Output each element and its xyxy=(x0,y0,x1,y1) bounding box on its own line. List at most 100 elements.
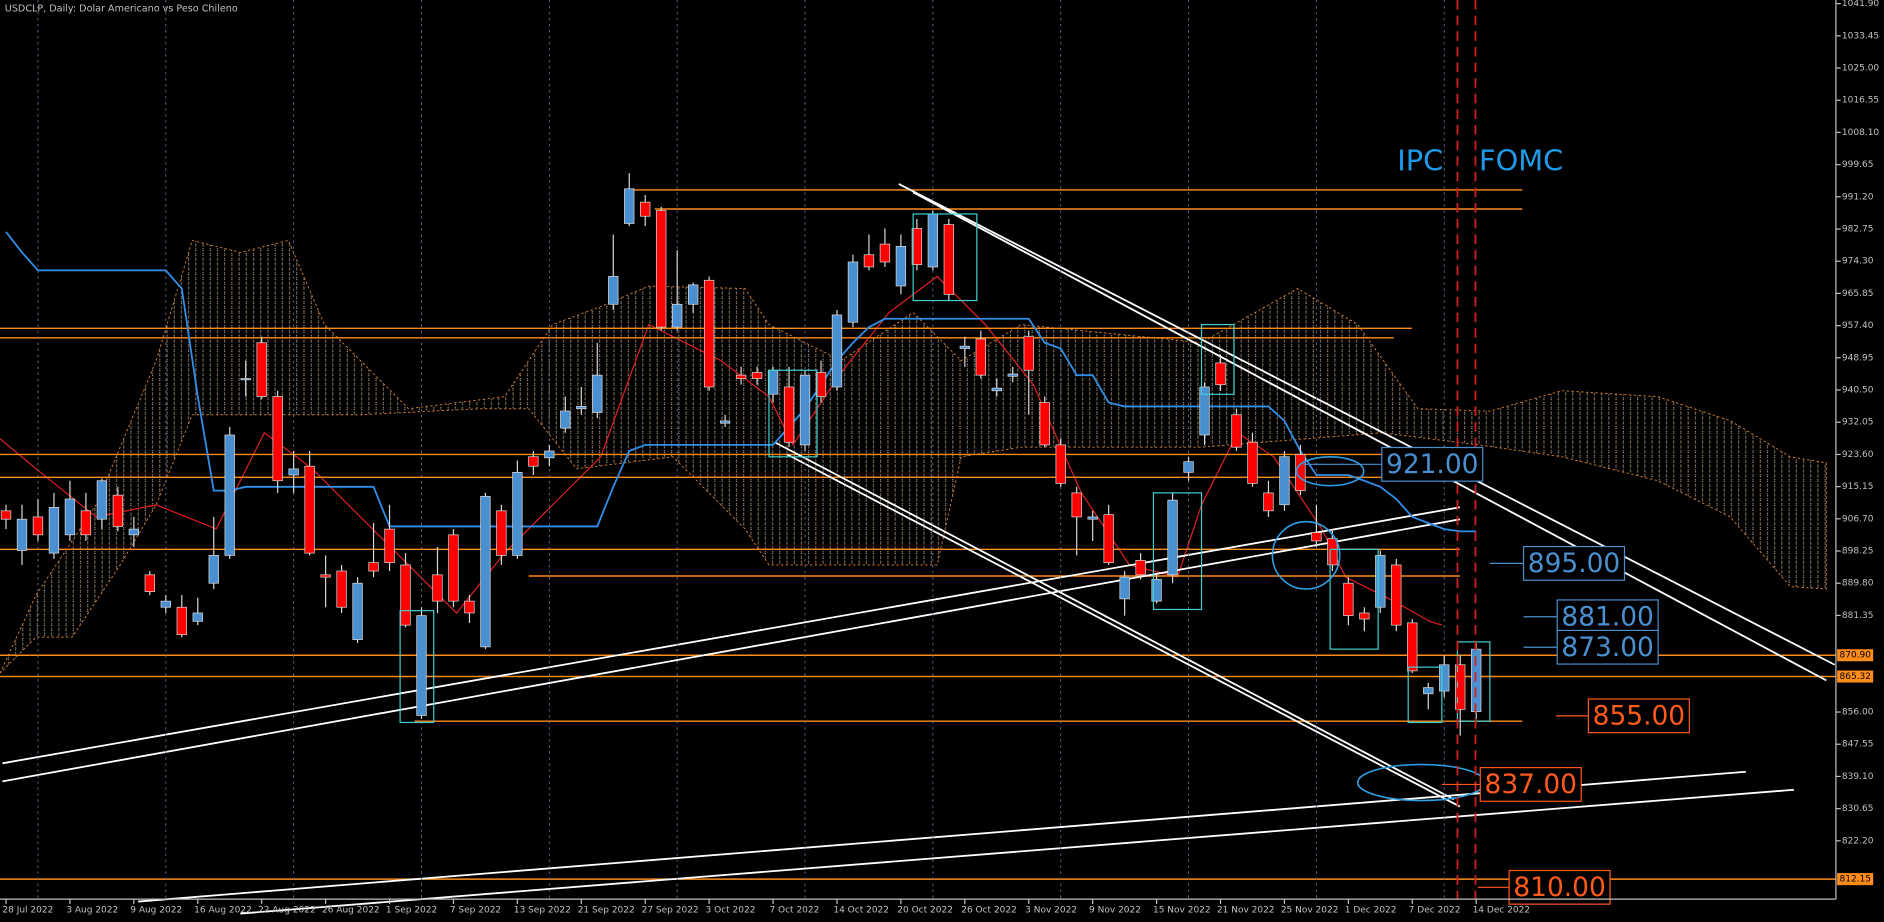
y-tick-label: 923.60 xyxy=(1842,450,1874,460)
candle-body xyxy=(432,574,443,602)
candle-body xyxy=(304,465,315,554)
plot xyxy=(0,173,1482,736)
y-tick-label: 999.65 xyxy=(1842,160,1873,170)
candle-body xyxy=(1103,514,1114,564)
highlight-box xyxy=(768,369,818,458)
y-tick-label: 1008.10 xyxy=(1842,128,1879,138)
candle-body xyxy=(384,528,395,564)
candle-body xyxy=(0,510,12,520)
x-tick-label: 26 Oct 2022 xyxy=(961,905,1017,915)
highlight-box xyxy=(1407,666,1443,724)
candle-body xyxy=(911,228,923,266)
candle-body xyxy=(1087,516,1098,520)
candle-body xyxy=(160,600,171,608)
x-tick-label: 15 Nov 2022 xyxy=(1153,905,1211,915)
kijun-line xyxy=(5,231,1477,533)
level-tag xyxy=(1837,873,1874,886)
candle-body xyxy=(1007,373,1018,377)
candle-body xyxy=(783,386,795,443)
y-tick-label: 915.15 xyxy=(1842,482,1873,492)
candle-body xyxy=(1119,576,1130,600)
candle-body xyxy=(320,574,331,578)
x-tick-label: 28 Jul 2022 xyxy=(2,905,53,915)
price-box-label: 837.00 xyxy=(1485,769,1577,800)
candle-body xyxy=(1039,402,1050,446)
candle-body xyxy=(1423,687,1434,695)
candle-body xyxy=(272,396,283,482)
level-tag xyxy=(1837,649,1874,662)
y-tick-label: 1025.00 xyxy=(1842,64,1879,74)
y-tick-label: 1016.55 xyxy=(1842,96,1879,106)
candle-body xyxy=(528,456,539,467)
price-box xyxy=(1381,446,1484,482)
y-tick-label: 991.20 xyxy=(1842,192,1874,202)
level-tag xyxy=(1837,670,1874,683)
candle-body xyxy=(576,406,587,410)
x-tick-label: 21 Sep 2022 xyxy=(578,905,635,915)
y-tick-label: 940.50 xyxy=(1842,386,1874,396)
price-box-label: 921.00 xyxy=(1386,449,1478,480)
candle-body xyxy=(1199,386,1210,436)
price-box xyxy=(1508,869,1611,905)
level-tag-label: 812.15 xyxy=(1840,875,1871,885)
candle-body xyxy=(176,606,187,636)
candle-body xyxy=(1135,560,1146,576)
candle-body xyxy=(895,246,907,287)
candle-body xyxy=(48,507,60,554)
y-tick-label: 906.70 xyxy=(1842,514,1874,524)
highlight-boxes xyxy=(399,213,1491,724)
candle-body xyxy=(719,420,731,424)
y-tick-label: 948.95 xyxy=(1842,353,1873,363)
candle-body xyxy=(16,518,28,551)
candle-body xyxy=(480,495,491,648)
candle-body xyxy=(256,342,267,397)
candle-body xyxy=(735,374,747,379)
candle-body xyxy=(847,261,859,323)
candle-body xyxy=(1215,362,1226,386)
candle-body xyxy=(240,378,251,381)
candle-body xyxy=(560,410,571,429)
candle-body xyxy=(1071,492,1082,518)
candle-body xyxy=(703,279,715,388)
candle-body xyxy=(368,562,379,572)
trendline xyxy=(2,518,1461,783)
event-label: FOMC xyxy=(1479,143,1563,177)
chart-title: USDCLP, Daily: Dolar Americano vs Peso C… xyxy=(5,3,238,14)
candle-body xyxy=(1391,564,1402,626)
candle-body xyxy=(1439,664,1450,692)
candle-body xyxy=(1327,538,1338,566)
event-label: IPC xyxy=(1397,143,1443,177)
candle-body xyxy=(799,374,811,446)
y-tick-label: 881.35 xyxy=(1842,611,1873,621)
price-box-label: 881.00 xyxy=(1561,601,1653,632)
x-tick-label: 14 Dec 2022 xyxy=(1473,905,1530,915)
candle-body xyxy=(352,582,363,640)
x-tick-label: 27 Sep 2022 xyxy=(642,905,699,915)
y-tick-label: 898.25 xyxy=(1842,547,1873,557)
x-tick-label: 1 Sep 2022 xyxy=(386,905,437,915)
candle-body xyxy=(1455,664,1466,710)
candle-body xyxy=(1023,336,1034,371)
candle-body xyxy=(1167,499,1178,576)
candle-body xyxy=(1375,555,1386,608)
price-box xyxy=(1522,545,1626,581)
candle-body xyxy=(128,528,140,536)
levels xyxy=(0,189,1836,880)
highlight-box xyxy=(1152,492,1203,611)
y-tick-label: 822.20 xyxy=(1842,836,1874,846)
candle-body xyxy=(464,600,475,614)
ellipse xyxy=(1295,456,1365,487)
candle-body xyxy=(751,372,763,379)
y-tick-label: 957.40 xyxy=(1842,321,1874,331)
y-tick-label: 965.85 xyxy=(1842,289,1873,299)
candle-body xyxy=(767,369,779,395)
candle-body xyxy=(288,468,299,476)
candle-body xyxy=(544,450,555,459)
candle-body xyxy=(64,498,76,536)
trendline xyxy=(774,441,1455,801)
candle-body xyxy=(1359,612,1370,620)
price-box xyxy=(1556,629,1659,665)
